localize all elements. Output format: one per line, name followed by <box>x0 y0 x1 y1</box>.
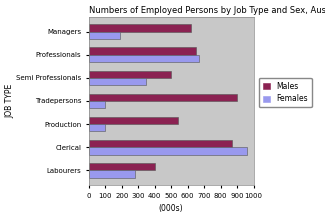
Bar <box>89 32 120 39</box>
X-axis label: (000s): (000s) <box>159 205 184 214</box>
Text: Numbers of Employed Persons by Job Type and Sex, Australia, 2003: Numbers of Employed Persons by Job Type … <box>89 5 325 14</box>
Bar <box>89 78 147 85</box>
Y-axis label: JOB TYPE: JOB TYPE <box>6 84 15 118</box>
Bar <box>89 24 191 32</box>
Bar <box>89 117 178 124</box>
Bar <box>89 163 155 170</box>
Bar <box>89 71 171 78</box>
Bar <box>89 48 196 55</box>
Bar <box>89 170 135 178</box>
Legend: Males, Females: Males, Females <box>259 78 312 107</box>
Bar <box>89 140 232 147</box>
Bar <box>89 124 105 131</box>
Bar <box>89 101 105 108</box>
Bar <box>89 55 199 62</box>
Bar <box>89 147 247 155</box>
Bar <box>89 94 237 101</box>
